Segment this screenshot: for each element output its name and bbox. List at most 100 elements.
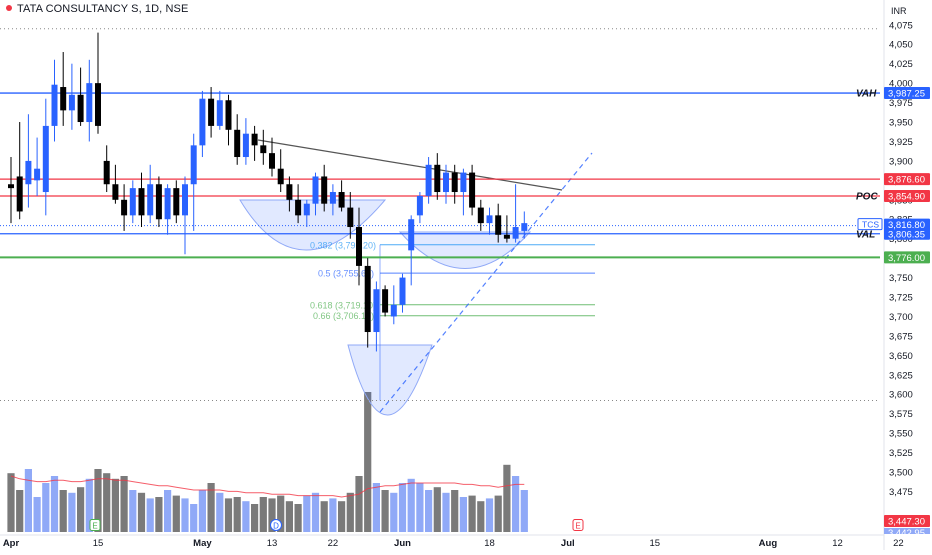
candle-body [173, 188, 180, 216]
volume-bar [520, 490, 528, 532]
price-tick-label: 3,675 [889, 331, 913, 342]
price-tick-label: 3,650 [889, 351, 913, 362]
volume-bar [407, 478, 415, 532]
price-tick-label: 3,700 [889, 312, 913, 323]
candle-body [251, 133, 258, 146]
volume-bar [503, 464, 511, 532]
volume-bar [364, 392, 372, 532]
volume-bar [277, 495, 285, 532]
price-tick-label: 4,025 [889, 59, 913, 70]
volume-bar [120, 476, 128, 532]
level-price-tag-bg [884, 173, 930, 186]
candle-body [373, 289, 380, 333]
volume-bar [85, 478, 93, 532]
volume-bar [338, 501, 346, 532]
time-tick-label: 15 [93, 538, 104, 549]
symbol-tag-bg [857, 218, 883, 231]
volume-bar [477, 501, 485, 532]
price-tick-label: 3,550 [889, 429, 913, 440]
trend-line [257, 139, 563, 191]
fib-level-label: 0.66 (3,706.12) [313, 311, 374, 321]
candle-body [347, 207, 354, 228]
candle-body [129, 188, 136, 216]
volume-bar [268, 498, 276, 532]
price-tick-label: 4,050 [889, 40, 913, 51]
candle-body [190, 145, 197, 185]
price-tick-label: 3,900 [889, 156, 913, 167]
time-axis[interactable]: Apr 15 May 13 22 Jun 18 Jul 15 Aug 12 22 [0, 534, 904, 549]
event-marker-label: E [92, 522, 97, 531]
time-tick-label: 13 [267, 538, 278, 549]
level-price-tag-bg [884, 87, 930, 100]
volume-layer [7, 392, 528, 532]
candle-body [295, 199, 302, 216]
volume-bar [146, 498, 154, 532]
volume-bar [329, 498, 337, 532]
candle-body [199, 98, 206, 146]
time-tick-label: Jul [561, 538, 575, 549]
candle-body [208, 98, 215, 126]
current-price-tag: 3,816.80 [888, 220, 925, 231]
volume-bar [24, 469, 32, 532]
volume-bar [224, 498, 233, 532]
candle-body [521, 223, 528, 231]
volume-bar [207, 483, 215, 532]
volume-bar [390, 492, 398, 532]
price-tick-label: 3,475 [889, 487, 913, 498]
candle-body [242, 133, 249, 158]
price-tick-label: 3,500 [889, 468, 913, 479]
earnings-marker-icon[interactable] [89, 519, 101, 531]
volume-bar [103, 473, 111, 532]
chart-title[interactable]: TATA CONSULTANCY S, 1D, NSE [6, 3, 188, 15]
volume-bar [50, 476, 59, 532]
price-tick-label: 3,575 [889, 409, 913, 420]
volume-bar [42, 483, 50, 532]
fib-level-label: 0.382 (3,792.20) [310, 240, 376, 250]
price-tick-label: 3,750 [889, 273, 913, 284]
candle-body [451, 172, 458, 193]
volume-bar [485, 498, 494, 532]
candle-body [408, 219, 415, 251]
candle-body [312, 176, 319, 204]
volume-bar [233, 497, 241, 532]
volume-bar [512, 476, 520, 532]
volume-bar [311, 492, 320, 532]
chart-title-text: TATA CONSULTANCY S, 1D, NSE [17, 3, 189, 15]
price-tick-label: 3,600 [889, 390, 913, 401]
level-price-tag-bg [884, 227, 930, 240]
symbol-tag: TCS [862, 220, 879, 230]
time-tick-label: Aug [759, 538, 778, 549]
candle-body [260, 145, 267, 154]
price-labels: 3,987.25 VAH 3,876.60 3,854.90 POC 3,806.35 VA… [856, 87, 930, 539]
price-tick-label: 3,975 [889, 98, 913, 109]
earnings-marker-icon[interactable] [572, 519, 584, 531]
cup-shape [347, 344, 433, 416]
candle-body [34, 168, 41, 181]
candle-body [382, 289, 389, 313]
time-tick-label: Jun [394, 538, 411, 549]
level-price-tag-bg [884, 251, 930, 264]
candle-body [42, 125, 49, 193]
candle-body [338, 192, 345, 208]
volume-bar [468, 495, 476, 532]
volume-bar [198, 490, 206, 532]
volume-bar [68, 492, 76, 532]
level-name-label: VAH [856, 89, 877, 100]
level-price-tag: 3,987.25 [888, 89, 925, 100]
candle-body [60, 87, 67, 111]
currency-label: INR [891, 6, 907, 16]
dividend-marker-icon[interactable] [270, 519, 282, 531]
candle-body [51, 84, 58, 126]
price-axis[interactable]: INR 3,475 3,500 3,525 3,550 3,575 3,600 3,625 3,… [883, 0, 913, 550]
volume-bar [346, 492, 354, 532]
volume-bar [7, 473, 15, 532]
candle-body [86, 83, 93, 123]
candle-body [486, 215, 493, 224]
volume-bar [111, 478, 119, 532]
level-lines [0, 28, 880, 401]
level-name-label: POC [856, 191, 878, 202]
time-tick-label: 15 [650, 538, 661, 549]
projection-line [379, 152, 593, 413]
